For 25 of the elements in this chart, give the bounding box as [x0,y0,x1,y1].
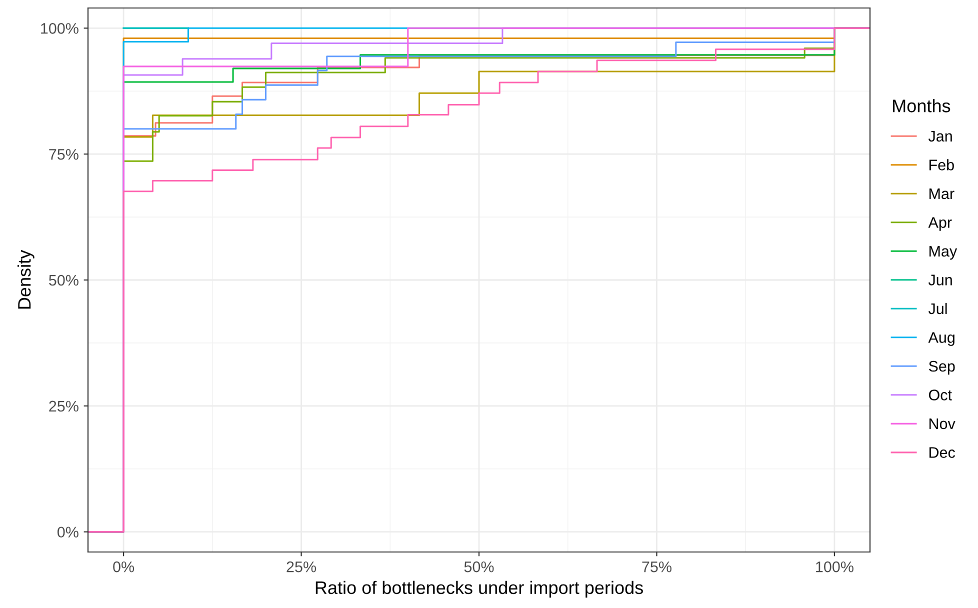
legend-label: Mar [929,188,954,200]
x-tick-label: 50% [464,561,494,572]
legend-label: Nov [929,418,956,430]
x-axis-title: Ratio of bottlenecks under import periods [316,580,643,598]
legend-label: Sep [928,360,955,375]
y-tick-label: 100% [41,23,78,34]
legend-label: Apr [928,217,952,231]
legend-label: Jul [928,302,947,314]
y-tick-label: 25% [49,400,78,412]
legend-label: Jun [928,274,952,286]
y-axis-title: Density [18,250,34,309]
legend-label: May [929,246,958,260]
legend-title: Months [893,99,950,112]
x-tick-label: 100% [816,561,854,572]
y-tick-label: 0% [57,526,78,538]
legend-label: Dec [929,447,955,458]
y-tick-label: 75% [49,149,78,160]
legend-label: Feb [929,159,954,170]
legend-label: Oct [928,390,952,400]
legend-label: Jan [928,130,952,142]
y-tick-label: 50% [49,274,78,286]
legend-label: Aug [928,332,954,346]
x-tick-label: 25% [286,561,316,572]
x-tick-label: 0% [113,561,134,572]
x-tick-label: 75% [642,562,672,572]
